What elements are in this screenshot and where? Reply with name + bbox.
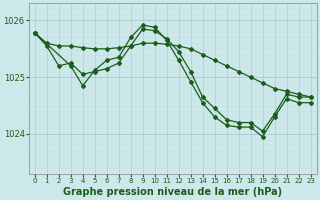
X-axis label: Graphe pression niveau de la mer (hPa): Graphe pression niveau de la mer (hPa) [63, 187, 282, 197]
